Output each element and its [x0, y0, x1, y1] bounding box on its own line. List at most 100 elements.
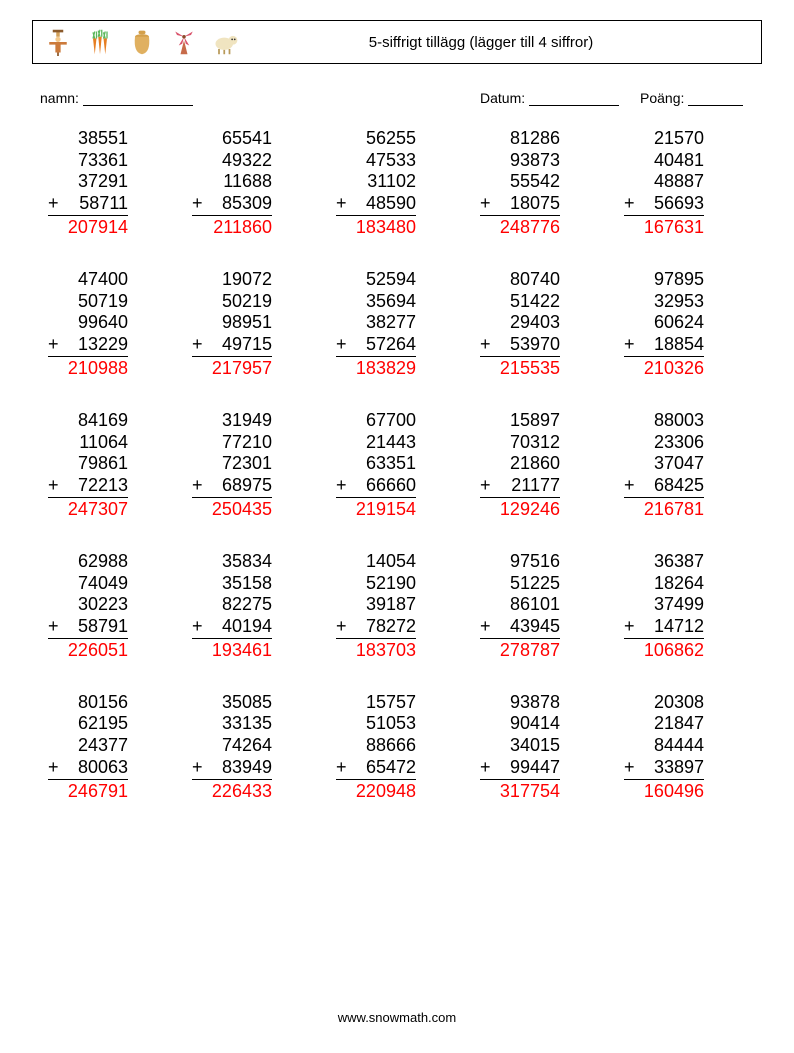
last-operand-row: +72213 [48, 475, 128, 499]
operand: 33897 [640, 757, 704, 779]
operand: 29403 [480, 312, 560, 334]
operator-sign: + [192, 616, 208, 638]
operand: 74049 [48, 573, 128, 595]
operator-sign: + [192, 193, 208, 215]
operand: 80063 [64, 757, 128, 779]
last-operand-row: +83949 [192, 757, 272, 781]
operand: 49322 [192, 150, 272, 172]
last-operand-row: +57264 [336, 334, 416, 358]
operator-sign: + [48, 475, 64, 497]
operand: 40194 [208, 616, 272, 638]
operator-sign: + [336, 757, 352, 779]
answer: 160496 [624, 780, 704, 803]
problem: 801566219524377+80063246791 [40, 692, 184, 803]
name-label: namn: [40, 90, 79, 106]
problem: 655414932211688+85309211860 [184, 128, 328, 239]
answer: 248776 [480, 216, 560, 239]
problem: 978953295360624+18854210326 [616, 269, 760, 380]
operand: 77210 [192, 432, 272, 454]
operand: 56693 [640, 193, 704, 215]
problem: 350853313574264+83949226433 [184, 692, 328, 803]
operand: 35158 [192, 573, 272, 595]
operand-stack: 474005071999640 [48, 269, 128, 334]
operand-stack: 385517336137291 [48, 128, 128, 193]
answer: 210326 [624, 357, 704, 380]
operand-stack: 190725021998951 [192, 269, 272, 334]
operator-sign: + [624, 757, 640, 779]
date-blank [529, 92, 619, 106]
operator-sign: + [624, 334, 640, 356]
last-operand-row: +33897 [624, 757, 704, 781]
problem: 938789041434015+99447317754 [472, 692, 616, 803]
operator-sign: + [192, 334, 208, 356]
operand-stack: 562554753331102 [336, 128, 416, 193]
date-field: Datum: [480, 90, 630, 106]
operand-stack: 140545219039187 [336, 551, 416, 616]
operand: 99640 [48, 312, 128, 334]
operand-stack: 157575105388666 [336, 692, 416, 757]
operand-stack: 880032330637047 [624, 410, 704, 475]
problem: 807405142229403+53970215535 [472, 269, 616, 380]
operand: 21847 [624, 713, 704, 735]
operand: 84444 [624, 735, 704, 757]
last-operand-row: +18854 [624, 334, 704, 358]
operand: 56255 [336, 128, 416, 150]
operand: 93873 [480, 150, 560, 172]
problem: 812869387355542+18075248776 [472, 128, 616, 239]
operand: 62195 [48, 713, 128, 735]
operand: 18264 [624, 573, 704, 595]
date-label: Datum: [480, 90, 525, 106]
operand: 68975 [208, 475, 272, 497]
problem: 203082184784444+33897160496 [616, 692, 760, 803]
header-icons [33, 27, 241, 57]
operand: 99447 [496, 757, 560, 779]
operand: 15757 [336, 692, 416, 714]
operand-stack: 938789041434015 [480, 692, 560, 757]
operator-sign: + [336, 334, 352, 356]
problem: 158977031221860+21177129246 [472, 410, 616, 521]
operand: 65541 [192, 128, 272, 150]
answer: 226051 [48, 639, 128, 662]
answer: 183480 [336, 216, 416, 239]
operand: 52190 [336, 573, 416, 595]
operand: 97516 [480, 551, 560, 573]
problem: 385517336137291+58711207914 [40, 128, 184, 239]
answer: 247307 [48, 498, 128, 521]
operand: 88666 [336, 735, 416, 757]
operand-stack: 319497721072301 [192, 410, 272, 475]
operand: 20308 [624, 692, 704, 714]
operand: 40481 [624, 150, 704, 172]
operand: 50719 [48, 291, 128, 313]
operand: 52594 [336, 269, 416, 291]
operand: 90414 [480, 713, 560, 735]
operand: 97895 [624, 269, 704, 291]
answer: 220948 [336, 780, 416, 803]
operand: 15897 [480, 410, 560, 432]
score-label: Poäng: [640, 90, 684, 106]
last-operand-row: +53970 [480, 334, 560, 358]
operand: 18075 [496, 193, 560, 215]
last-operand-row: +48590 [336, 193, 416, 217]
last-operand-row: +56693 [624, 193, 704, 217]
operand: 62988 [48, 551, 128, 573]
operand: 60624 [624, 312, 704, 334]
last-operand-row: +68425 [624, 475, 704, 499]
last-operand-row: +80063 [48, 757, 128, 781]
operator-sign: + [336, 616, 352, 638]
operand: 37499 [624, 594, 704, 616]
answer: 278787 [480, 639, 560, 662]
problem: 358343515882275+40194193461 [184, 551, 328, 662]
last-operand-row: +68975 [192, 475, 272, 499]
operand: 98951 [192, 312, 272, 334]
operand-stack: 975165122586101 [480, 551, 560, 616]
operand: 51225 [480, 573, 560, 595]
operand: 49715 [208, 334, 272, 356]
problem: 363871826437499+14712106862 [616, 551, 760, 662]
operand: 88003 [624, 410, 704, 432]
operator-sign: + [624, 616, 640, 638]
operand: 48590 [352, 193, 416, 215]
answer: 215535 [480, 357, 560, 380]
answer: 183829 [336, 357, 416, 380]
operand: 24377 [48, 735, 128, 757]
answer: 183703 [336, 639, 416, 662]
